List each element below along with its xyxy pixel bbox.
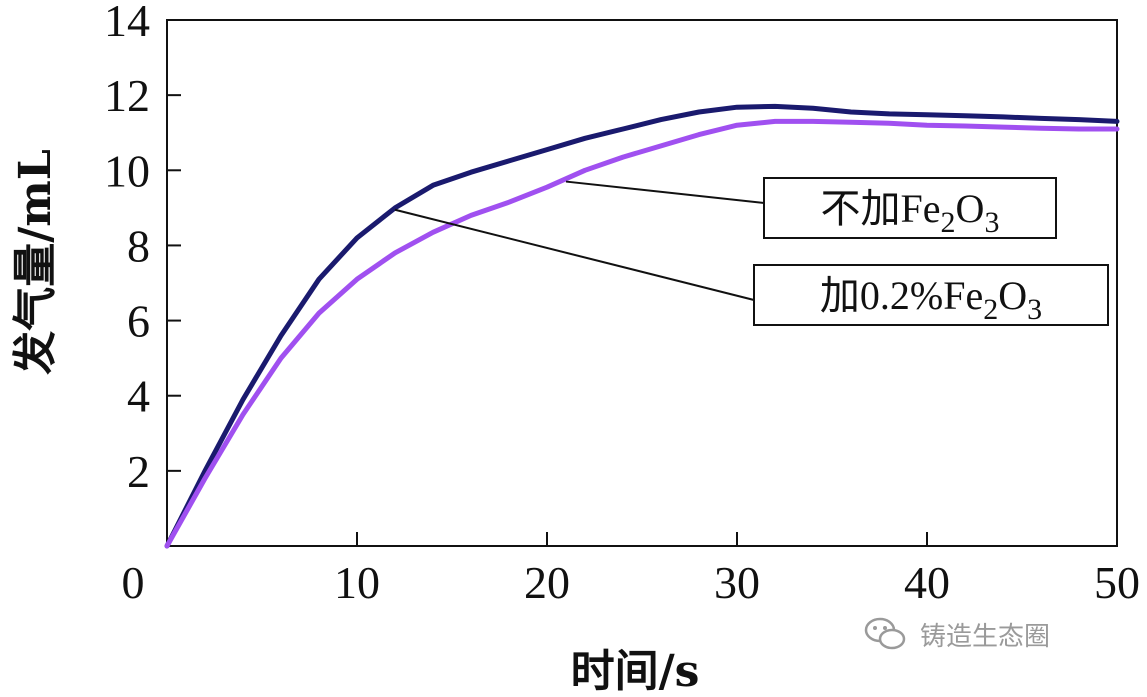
x-tick-label: 20	[524, 557, 570, 608]
y-tick-label: 14	[104, 0, 150, 46]
y-tick-label: 10	[104, 145, 150, 196]
watermark-text: 铸造生态圈	[920, 622, 1050, 652]
x-tick-label: 10	[334, 557, 380, 608]
watermark: 铸造生态圈	[864, 617, 1050, 652]
label-box-2	[753, 264, 1109, 326]
series-line-2	[164, 118, 1120, 549]
label-box-1	[763, 177, 1057, 239]
series-lines	[164, 103, 1120, 549]
x-axis-title: 时间/s	[571, 646, 700, 697]
x-tick-label: 30	[714, 557, 760, 608]
axes	[166, 19, 1118, 547]
axis-ticks: 0 10 20 30 40 50 2 4 6 8 10 12 14	[104, 0, 1140, 608]
y-tick-label: 6	[127, 296, 150, 347]
y-tick-label: 4	[127, 371, 150, 422]
series-label-2: 加0.2%Fe2O3	[820, 273, 1042, 326]
x-tick-label: 0	[122, 557, 145, 608]
y-tick-label: 2	[127, 446, 150, 497]
series-line-1	[164, 103, 1120, 549]
annotations: 不加Fe2O3 加0.2%Fe2O3	[394, 177, 1109, 326]
x-tick-label: 40	[904, 557, 950, 608]
wechat-icon	[864, 617, 906, 650]
series-label-1: 不加Fe2O3	[821, 186, 1000, 239]
y-axis-title: 发气量/mL	[10, 149, 61, 375]
leader-line-2	[394, 208, 755, 301]
plot-frame	[166, 19, 1118, 547]
y-tick-label: 12	[104, 70, 150, 121]
x-tick-label: 50	[1094, 557, 1140, 608]
y-tick-label: 8	[127, 220, 150, 271]
leader-line-1	[565, 180, 765, 204]
